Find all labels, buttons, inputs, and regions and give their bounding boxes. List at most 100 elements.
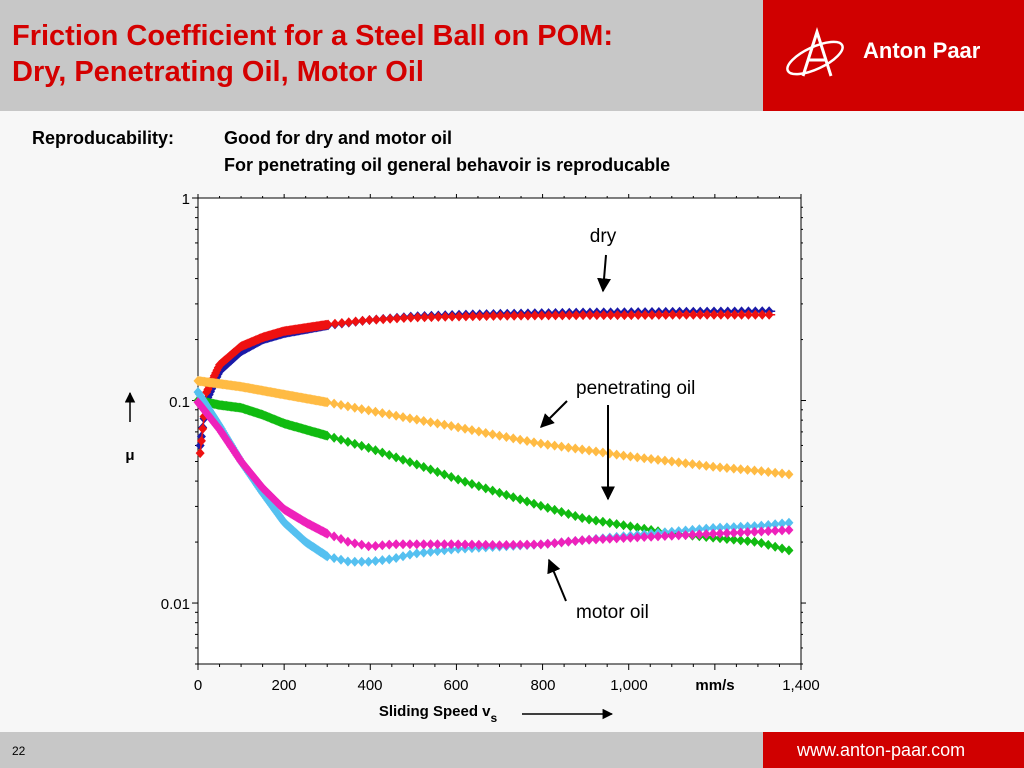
data-point [461,311,471,322]
data-point [687,459,697,470]
slide-title: Friction Coefficient for a Steel Ball on… [12,18,613,90]
data-point [474,481,484,492]
data-point [522,436,532,447]
data-point [599,310,609,321]
data-point [674,457,684,468]
data-point [501,490,511,501]
data-point [460,423,470,434]
data-point [770,519,780,530]
data-point [364,556,374,567]
data-point [522,496,532,507]
data-point [412,459,422,470]
data-point [550,310,560,321]
annotation-motor-oil-arrow [547,558,567,602]
data-point [322,528,332,539]
data-point [488,310,498,321]
data-point [350,556,360,567]
data-point [508,492,518,503]
data-point [398,551,408,562]
data-point [723,309,733,320]
series-3 [193,375,794,480]
data-point [377,555,387,566]
data-point [371,314,381,325]
data-point [605,517,615,528]
data-point [557,537,567,548]
data-point [322,397,332,408]
data-point [653,454,663,465]
data-point [357,556,367,567]
data-point [784,517,794,528]
data-point [446,544,456,555]
data-point [625,451,635,462]
data-point [536,539,546,550]
data-point [329,531,339,542]
data-point [529,539,539,550]
data-point [384,409,394,420]
data-point [377,408,387,419]
data-point [439,469,449,480]
data-point [364,442,374,453]
data-point [681,530,691,541]
data-point [413,312,423,323]
data-point [694,524,704,535]
data-point [488,485,498,496]
data-point [716,309,726,320]
data-point [687,529,697,540]
data-point [729,522,739,533]
brand-logo: Anton Paar [763,0,1024,111]
data-point [639,523,649,534]
data-point [708,523,718,534]
data-point [543,439,553,450]
data-point [543,502,553,513]
data-point [336,400,346,411]
data-point [196,435,206,446]
data-point [709,309,719,320]
data-point [426,417,436,428]
data-point [384,554,394,565]
data-point [612,519,622,530]
data-point [481,427,491,438]
data-point [529,437,539,448]
data-point [598,516,608,527]
data-point [364,315,374,326]
data-point [557,506,567,517]
data-point [770,467,780,478]
data-point [730,309,740,320]
data-point [550,504,560,515]
data-point [330,318,340,329]
data-point [432,546,442,557]
data-point [722,462,732,473]
data-point [453,474,463,485]
data-point [378,314,388,325]
data-point [722,522,732,533]
data-point [756,537,766,548]
data-point [591,446,601,457]
data-point [453,539,463,550]
data-point [419,415,429,426]
data-point [391,552,401,563]
data-point [446,421,456,432]
data-point [426,539,436,550]
data-point [329,398,339,409]
data-point [343,436,353,447]
data-point [763,526,773,537]
data-point [763,539,773,550]
data-point [632,452,642,463]
data-point [385,313,395,324]
axis-ticks [192,194,806,670]
data-point [550,538,560,549]
data-point [405,539,415,550]
data-point [432,539,442,550]
data-point [557,310,567,321]
website-link[interactable]: www.anton-paar.com [797,740,966,760]
data-point [639,453,649,464]
data-point [784,469,794,480]
data-point [474,426,484,437]
data-point [784,545,794,556]
data-point [495,310,505,321]
data-point [681,458,691,469]
data-point [619,533,629,544]
data-point [625,532,635,543]
data-point [516,310,526,321]
data-point [584,534,594,545]
